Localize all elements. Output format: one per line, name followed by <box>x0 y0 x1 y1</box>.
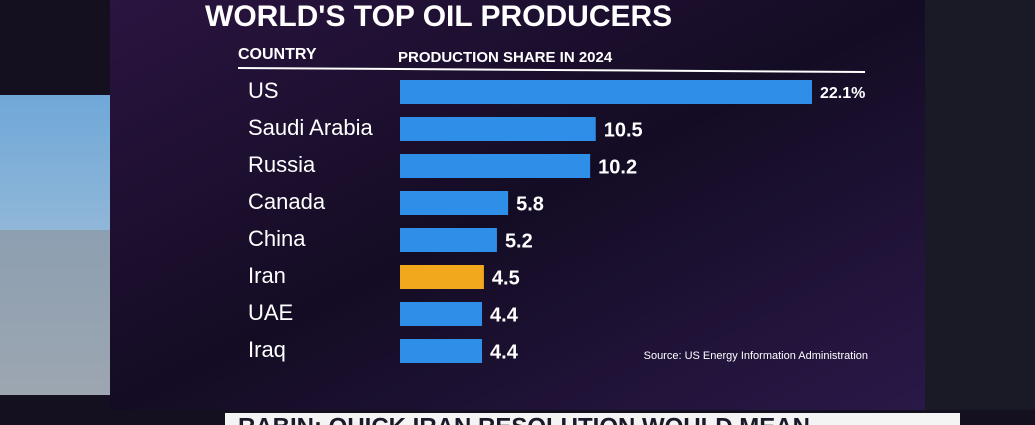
value-header: PRODUCTION SHARE IN 2024 <box>398 49 613 66</box>
category-label: US <box>248 78 279 103</box>
value-label: 10.5 <box>604 119 643 141</box>
ticker-text: RABIN: QUICK IRAN RESOLUTION WOULD MEAN <box>238 413 810 425</box>
category-label: Saudi Arabia <box>248 115 374 140</box>
category-label: China <box>248 226 306 251</box>
bar <box>400 117 596 141</box>
category-label: Iraq <box>248 337 286 362</box>
bar <box>400 302 483 326</box>
category-label: Canada <box>248 189 326 214</box>
studio-right <box>925 0 1035 410</box>
bar <box>400 228 497 252</box>
chart-title: WORLD'S TOP OIL PRODUCERS <box>205 0 672 33</box>
value-label: 22.1% <box>820 85 865 102</box>
value-label: 5.2 <box>505 230 533 252</box>
bar <box>400 191 509 215</box>
category-header: COUNTRY <box>238 46 317 63</box>
bar <box>400 265 484 289</box>
side-city <box>0 230 110 395</box>
category-label: Iran <box>248 263 286 288</box>
category-label: Russia <box>248 152 316 177</box>
value-label: 4.4 <box>490 341 519 363</box>
value-label: 10.2 <box>598 156 637 178</box>
value-label: 4.5 <box>492 267 520 289</box>
ticker-bar <box>225 413 960 425</box>
source-note: Source: US Energy Information Administra… <box>644 350 868 362</box>
value-label: 4.4 <box>490 304 519 326</box>
header-rule <box>237 67 866 73</box>
bar <box>400 339 483 363</box>
bar <box>400 80 812 104</box>
value-label: 5.8 <box>516 193 544 215</box>
category-label: UAE <box>248 300 293 325</box>
bar <box>400 154 591 178</box>
